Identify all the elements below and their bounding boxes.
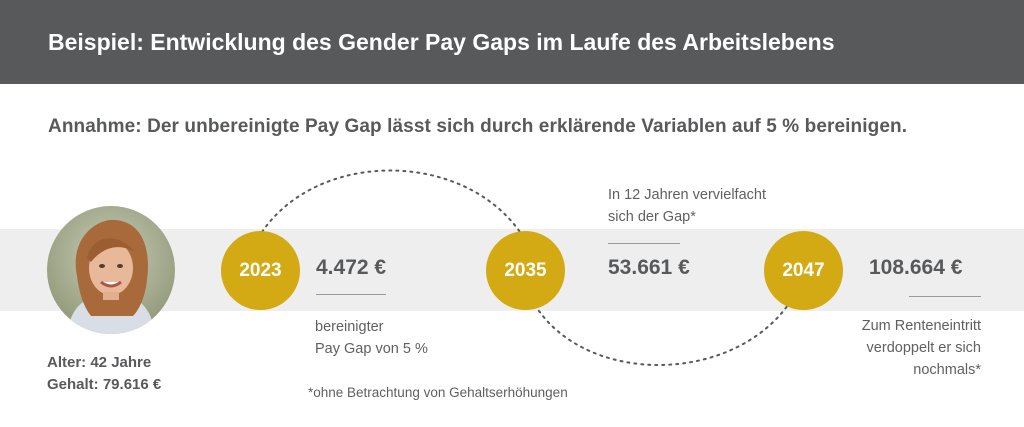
portrait-photo xyxy=(47,206,175,334)
person-info: Alter: 42 Jahre Gehalt: 79.616 € xyxy=(47,352,161,396)
curve-arc-top xyxy=(261,169,521,233)
person-salary: Gehalt: 79.616 € xyxy=(47,376,162,393)
footnote: *ohne Betrachtung von Gehaltserhöhungen xyxy=(308,385,568,400)
note-2023: bereinigter Pay Gap von 5 % xyxy=(315,316,515,360)
page-title: Beispiel: Entwicklung des Gender Pay Gap… xyxy=(48,29,835,55)
person-age: Alter: 42 Jahre xyxy=(47,354,152,371)
amount-2035: 53.661 € xyxy=(608,256,690,279)
avatar xyxy=(47,206,175,334)
note-2047-line-3: nochmals* xyxy=(913,362,981,378)
amount-2047: 108.664 € xyxy=(869,256,963,279)
note-2023-line-1: bereinigter xyxy=(315,319,384,335)
note-2023-line-2: Pay Gap von 5 % xyxy=(315,341,428,357)
header-bar: Beispiel: Entwicklung des Gender Pay Gap… xyxy=(0,0,1024,84)
assumption-text: Annahme: Der unbereinigte Pay Gap lässt … xyxy=(48,116,908,137)
divider-2023 xyxy=(316,294,386,295)
amount-2023: 4.472 € xyxy=(316,256,387,279)
note-2047-line-1: Zum Renteneintritt xyxy=(861,318,981,334)
note-2035-line-2: sich der Gap* xyxy=(608,209,696,225)
divider-2047 xyxy=(909,296,981,297)
year-badge-2023: 2023 xyxy=(221,231,300,310)
curve-arc-bottom xyxy=(534,304,789,366)
divider-2035 xyxy=(608,243,680,244)
note-2047-line-2: verdoppelt er sich xyxy=(866,340,981,356)
year-badge-2047: 2047 xyxy=(764,231,843,310)
year-badge-2035: 2035 xyxy=(486,231,565,310)
note-2035-line-1: In 12 Jahren vervielfacht xyxy=(608,187,766,203)
note-2047: Zum Renteneintritt verdoppelt er sich no… xyxy=(761,315,981,381)
note-2035: In 12 Jahren vervielfacht sich der Gap* xyxy=(608,184,818,228)
